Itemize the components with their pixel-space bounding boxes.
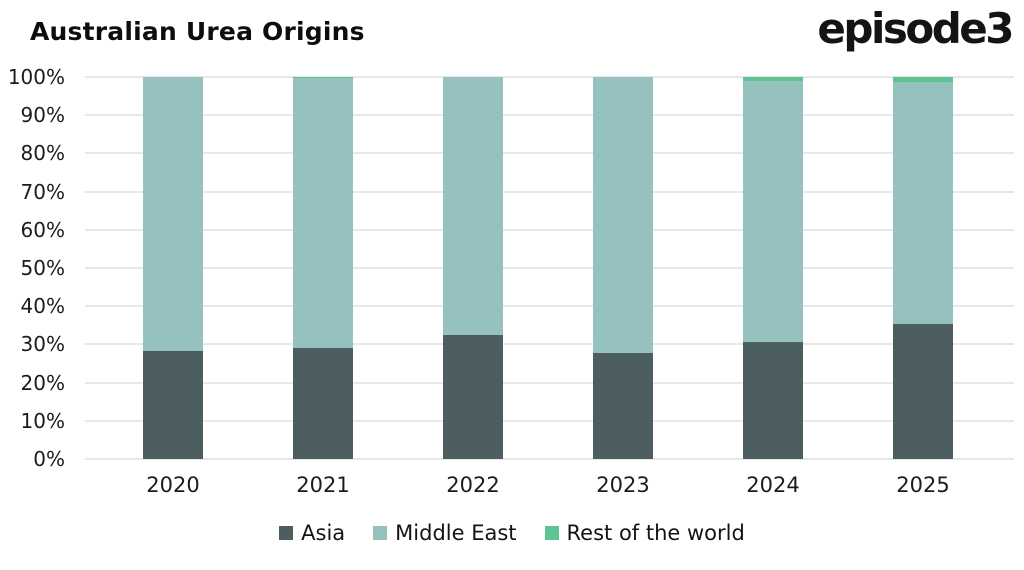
- legend-item-middle-east: Middle East: [373, 521, 517, 545]
- gridline-30%: [85, 343, 1014, 346]
- y-tick-label-0%: 0%: [33, 447, 65, 471]
- bar-segment-2023-asia: [593, 353, 653, 459]
- legend-label-rest-of-the-world: Rest of the world: [566, 521, 745, 545]
- y-tick-label-80%: 80%: [20, 141, 65, 166]
- bar-segment-2025-middle-east: [893, 81, 953, 324]
- chart-title: Australian Urea Origins: [30, 17, 365, 46]
- bar-segment-2022-middle-east: [443, 77, 503, 335]
- gridline-20%: [85, 381, 1014, 384]
- legend-swatch-asia: [279, 526, 294, 540]
- bar-2024: [743, 77, 803, 459]
- bar-segment-2021-middle-east: [293, 78, 353, 349]
- gridline-40%: [85, 305, 1014, 308]
- y-tick-label-20%: 20%: [20, 370, 65, 395]
- episode3-logo: episode3: [817, 4, 1014, 53]
- bar-segment-2024-middle-east: [743, 80, 803, 342]
- bar-segment-2023-middle-east: [593, 77, 653, 354]
- legend-item-asia: Asia: [279, 521, 345, 545]
- gridline-10%: [85, 419, 1014, 422]
- y-tick-label-100%: 100%: [7, 65, 65, 89]
- gridline-100%: [85, 76, 1014, 78]
- bar-segment-2024-asia: [743, 341, 803, 459]
- bar-2020: [143, 77, 203, 459]
- y-tick-label-50%: 50%: [20, 256, 65, 280]
- gridline-70%: [85, 190, 1014, 193]
- legend-label-asia: Asia: [301, 521, 346, 545]
- y-tick-label-10%: 10%: [20, 408, 65, 433]
- gridline-80%: [85, 152, 1014, 155]
- x-axis: 2020 2021 2022 2023 2024 2025: [85, 473, 1014, 503]
- x-tick-label-2024: 2024: [746, 473, 800, 497]
- chart-legend: Asia Middle East Rest of the world: [0, 521, 1024, 545]
- bar-segment-2022-asia: [443, 334, 503, 459]
- x-tick-label-2023: 2023: [596, 473, 650, 497]
- bar-segment-2020-middle-east: [143, 77, 203, 352]
- legend-swatch-rest-of-the-world: [544, 526, 559, 540]
- bar-2021: [293, 77, 353, 459]
- legend-item-rest-of-the-world: Rest of the world: [544, 521, 745, 545]
- gridline-50%: [85, 267, 1014, 269]
- y-tick-label-40%: 40%: [20, 294, 65, 319]
- bar-segment-2021-asia: [293, 348, 353, 459]
- y-tick-label-60%: 60%: [20, 217, 65, 242]
- bar-2022: [443, 77, 503, 459]
- legend-swatch-middle-east: [373, 526, 388, 540]
- bar-segment-2024-rest-of-the-world: [743, 77, 803, 81]
- bar-2025: [893, 77, 953, 459]
- x-tick-label-2020: 2020: [146, 473, 200, 497]
- x-tick-label-2022: 2022: [446, 473, 500, 497]
- gridline-90%: [85, 114, 1014, 117]
- gridline-0%: [85, 458, 1014, 460]
- y-tick-label-90%: 90%: [20, 103, 65, 128]
- bar-2023: [593, 77, 653, 459]
- legend-label-middle-east: Middle East: [395, 521, 517, 545]
- bar-segment-2021-rest-of-the-world: [293, 77, 353, 79]
- x-tick-label-2021: 2021: [296, 473, 350, 497]
- bar-segment-2020-asia: [143, 351, 203, 459]
- bar-segment-2025-rest-of-the-world: [893, 77, 953, 82]
- x-tick-label-2025: 2025: [896, 473, 950, 497]
- y-tick-label-70%: 70%: [20, 179, 65, 204]
- stacked-bar-plot-area: 0% 10% 20% 30% 40% 50% 60% 70% 80% 90% 100%: [8, 65, 1014, 471]
- bar-segment-2025-asia: [893, 323, 953, 459]
- y-tick-label-30%: 30%: [20, 332, 65, 357]
- gridline-60%: [85, 228, 1014, 231]
